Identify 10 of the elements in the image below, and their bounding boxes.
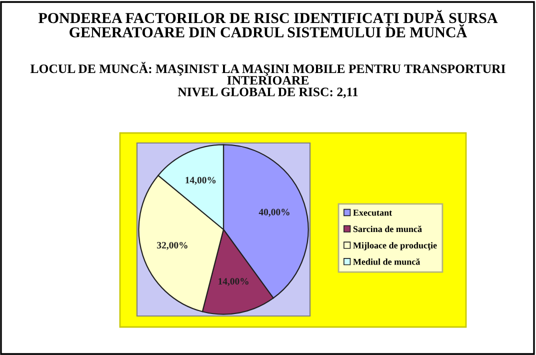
chart-subtitle: LOCUL DE MUNCĂ: MAŞINIST LA MAŞINI MOBILE PENTRU TRANSPORTURI INTERIOARE NIVEL GLOBAL DE RISC: 2,11 [30, 62, 506, 98]
legend-label: Executant [353, 210, 392, 216]
data-label: 32,00% [157, 242, 188, 250]
legend-label: Sarcina de muncă [353, 226, 422, 232]
data-label: 14,00% [218, 278, 248, 286]
data-label: 14,00% [186, 176, 216, 185]
legend-label: Mediul de muncă [353, 258, 420, 265]
chart-title: PONDEREA FACTORILOR DE RISC IDENTIFICAȚI DUPĂ SURSA GENERATOARE DIN CADRUL SISTEMULUI DE MUNCĂ [38, 10, 498, 38]
data-label: 40,00% [258, 208, 290, 217]
legend-label: Mijloace de producţie [353, 242, 437, 250]
